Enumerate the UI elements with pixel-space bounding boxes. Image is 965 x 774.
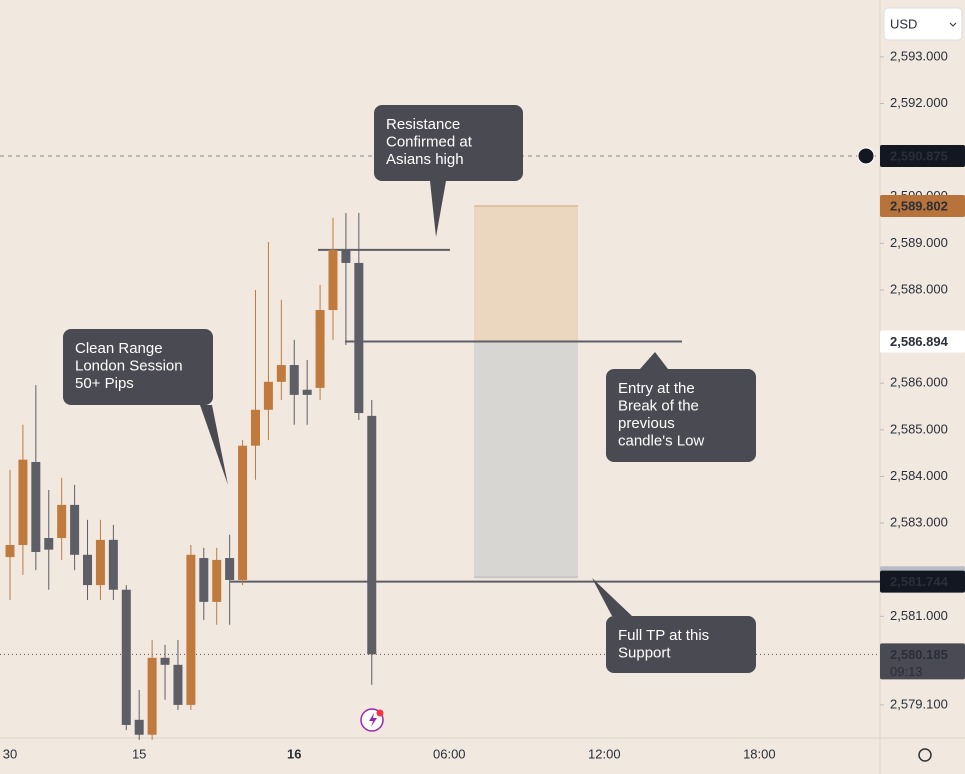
callout-text: Asians high (386, 151, 464, 168)
target-zone (474, 341, 578, 578)
callout-box (606, 616, 756, 673)
callout-text: Break of the (618, 397, 699, 414)
y-tick-label: 2,589.000 (890, 235, 948, 250)
x-tick-label: 12:00 (588, 746, 621, 761)
y-tick-label: 2,579.100 (890, 696, 948, 711)
crosshair-add[interactable] (857, 147, 875, 165)
callout-text: previous (618, 415, 675, 432)
currency-label: USD (890, 16, 917, 31)
candle-body (302, 389, 312, 395)
candle-body (315, 310, 325, 388)
candle-body (186, 554, 196, 705)
price-label: 2,589.802 (890, 198, 948, 213)
candle-body (328, 249, 338, 311)
callout-text: Full TP at this (618, 627, 709, 644)
candle-body (70, 504, 80, 555)
callout-tail (640, 352, 668, 369)
candle-body (95, 539, 105, 586)
callout-text: Clean Range (75, 340, 163, 357)
candle-body (121, 589, 131, 725)
candle-body (238, 445, 248, 580)
candle-body (160, 657, 170, 665)
candle-body (173, 664, 183, 705)
x-tick-label: 15 (132, 746, 146, 761)
candle-body (18, 459, 28, 545)
candle-body (354, 262, 364, 414)
callout-box (374, 105, 523, 181)
candle-body (44, 537, 54, 550)
candle-body (250, 409, 260, 446)
price-label-bg (880, 330, 965, 353)
settings-icon[interactable] (918, 748, 932, 762)
y-tick-label: 2,585.000 (890, 421, 948, 436)
candle-body (5, 544, 15, 558)
candle-body (263, 381, 273, 410)
callout-box (63, 329, 213, 405)
callout-text: 50+ Pips (75, 375, 134, 392)
x-tick-label: 30 (3, 746, 17, 761)
candle-body (199, 558, 209, 602)
y-tick-label: 2,581.000 (890, 608, 948, 623)
candle-body (57, 504, 67, 538)
candle-body (289, 365, 299, 395)
y-tick-label: 2,584.000 (890, 468, 948, 483)
candle-body (134, 719, 144, 735)
candle-body (147, 657, 157, 735)
currency-dropdown[interactable] (883, 7, 963, 41)
y-tick-label: 2,583.000 (890, 515, 948, 530)
price-label-bg (880, 570, 965, 593)
callout-text: Support (618, 644, 671, 661)
candle-body (341, 249, 351, 263)
candle-body (276, 365, 286, 382)
y-tick-label: 2,588.000 (890, 281, 948, 296)
callout-tail (200, 405, 228, 485)
candle-body (83, 554, 93, 586)
callout-text: candle's Low (618, 432, 704, 449)
countdown: 09:13 (890, 664, 923, 679)
dropdown-arrow (949, 22, 957, 27)
x-tick-label: 16 (287, 746, 301, 761)
candle-body (212, 559, 222, 602)
y-tick-label: 2,593.000 (890, 48, 948, 63)
candle-body (31, 462, 41, 552)
callout-tail (592, 578, 632, 616)
candle-body (225, 558, 235, 580)
callout-text: London Session (75, 357, 183, 374)
price-label: 2,590.875 (890, 148, 948, 163)
candle-body (108, 539, 118, 590)
price-label: 2,580.185 (890, 647, 948, 662)
alert-dot (376, 709, 384, 717)
profit-zone (474, 205, 578, 342)
callout-text: Confirmed at (386, 133, 473, 150)
price-label-bg (880, 194, 965, 217)
alert-bolt (369, 713, 377, 727)
callout-box (606, 369, 756, 462)
x-tick-label: 06:00 (433, 746, 466, 761)
callout-text: Entry at the (618, 380, 695, 397)
price-label: 2,581.744 (890, 574, 949, 589)
price-label: 2,586.894 (890, 334, 949, 349)
x-tick-label: 18:00 (743, 746, 776, 761)
price-label-bg (880, 144, 965, 167)
y-tick-label: 2,592.000 (890, 95, 948, 110)
y-tick-label: 2,586.000 (890, 375, 948, 390)
callout-text: Resistance (386, 116, 460, 133)
callout-tail (430, 181, 446, 237)
candle-body (367, 415, 377, 655)
price-label-bg (880, 643, 965, 680)
